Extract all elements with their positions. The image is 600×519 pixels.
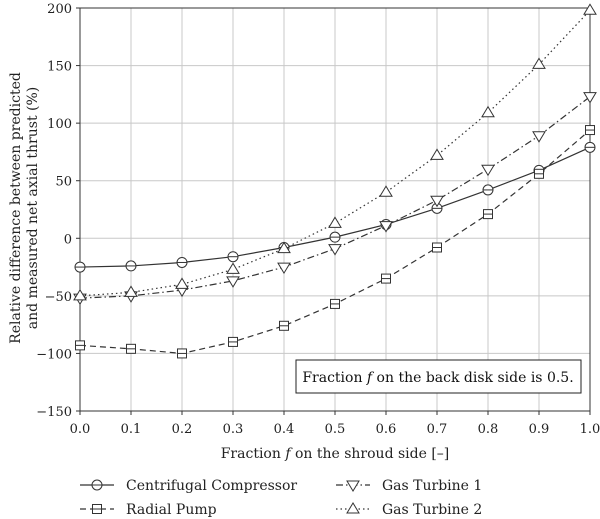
legend-label: Gas Turbine 1	[382, 478, 482, 494]
x-tick-label: 0.6	[376, 422, 397, 437]
y-tick-label: −150	[36, 405, 72, 420]
y-tick-label: 50	[55, 175, 72, 190]
data-point-triangle-down	[277, 262, 291, 275]
data-point-triangle-up	[124, 285, 138, 297]
series-square	[75, 125, 595, 359]
annotation: Fraction f on the back disk side is 0.5.	[295, 359, 582, 394]
legend-label: Radial Pump	[126, 502, 217, 518]
y-tick-label: −100	[36, 347, 72, 362]
legend-item: Gas Turbine 2	[336, 502, 482, 518]
x-axis-title-variable: f	[284, 446, 293, 462]
legend-marker-triangle-down	[346, 480, 360, 492]
annotation-text: Fraction f on the back disk side is 0.5.	[302, 370, 573, 386]
data-point-triangle-down	[481, 164, 495, 177]
annotation-box	[295, 359, 582, 394]
series-line	[79, 9, 591, 297]
data-point-triangle-up	[277, 241, 291, 254]
x-tick-label: 0.7	[427, 422, 448, 437]
data-point-triangle-up	[481, 105, 495, 118]
axes: 0.0 0.1 0.2 0.3 0.4 0.5 0.6 0.7 0.8 0.9 1.0 200 150 1…	[36, 2, 600, 437]
y-tick-label: 100	[47, 117, 72, 132]
data-point-triangle-down	[583, 92, 597, 104]
data-point-triangle-up	[175, 277, 189, 289]
series-triangle-up	[73, 3, 597, 301]
x-axis-title-suffix: on the shroud side [–]	[291, 446, 450, 462]
annotation-variable: f	[366, 370, 375, 386]
annotation-suffix: on the back disk side is 0.5.	[372, 370, 574, 386]
data-point-triangle-down	[532, 131, 546, 143]
y-axis-title-line2: and measured net axial thrust (%)	[25, 87, 41, 329]
legend-item: Centrifugal Compressor	[80, 478, 297, 494]
x-tick-label: 0.5	[325, 422, 346, 437]
x-tick-label: 0.2	[172, 422, 193, 437]
data-point-triangle-up	[328, 216, 342, 228]
legend-item: Gas Turbine 1	[336, 478, 482, 494]
legend-label: Centrifugal Compressor	[126, 478, 297, 494]
data-point-triangle-up	[379, 185, 393, 197]
legend-marker-triangle-up	[346, 502, 360, 514]
y-tick-label: −50	[45, 290, 72, 305]
data-point-triangle-up	[226, 262, 240, 274]
y-tick-label: 0	[64, 232, 72, 247]
x-tick-label: 1.0	[580, 422, 600, 437]
x-axis-title-prefix: Fraction	[221, 446, 286, 462]
x-tick-label: 0.0	[70, 422, 91, 437]
y-tick-label: 150	[47, 60, 72, 75]
x-tick-label: 0.4	[274, 422, 295, 437]
y-tick-label: 200	[47, 2, 72, 17]
y-axis-title: Relative difference between predicted an…	[8, 72, 41, 344]
x-tick-label: 0.9	[529, 422, 550, 437]
legend-label: Gas Turbine 2	[382, 502, 482, 518]
x-tick-label: 0.8	[478, 422, 499, 437]
legend: Centrifugal Compressor Radial Pump Gas Tur…	[80, 478, 482, 518]
data-point-triangle-up	[532, 57, 546, 69]
legend-item: Radial Pump	[80, 502, 217, 518]
data-point-triangle-down	[379, 221, 393, 233]
x-tick-label: 0.3	[223, 422, 244, 437]
data-point-triangle-down	[430, 195, 444, 208]
x-tick-label: 0.1	[121, 422, 142, 437]
y-axis-title-line1: Relative difference between predicted	[8, 72, 24, 344]
annotation-prefix: Fraction	[302, 370, 367, 386]
x-axis-title: Fraction f on the shroud side [–]	[221, 446, 450, 462]
data-point-triangle-up	[430, 148, 444, 160]
data-point-triangle-down	[328, 244, 342, 256]
data-point-triangle-down	[226, 276, 240, 288]
grid	[80, 8, 590, 411]
data-point-triangle-up	[73, 288, 87, 301]
data-point-triangle-up	[583, 3, 597, 15]
series-group	[73, 3, 597, 359]
